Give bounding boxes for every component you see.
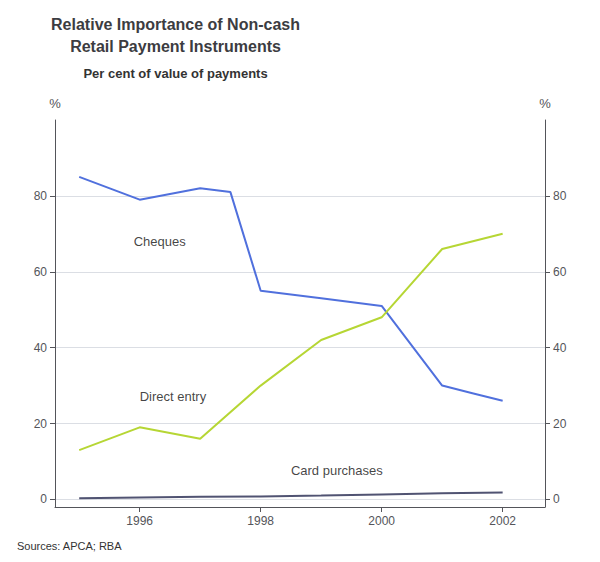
svg-text:0: 0 <box>40 492 47 506</box>
svg-text:Retail Payment Instruments: Retail Payment Instruments <box>70 38 281 55</box>
svg-text:1998: 1998 <box>247 514 274 528</box>
svg-text:%: % <box>539 96 551 111</box>
svg-text:2000: 2000 <box>368 514 395 528</box>
svg-text:40: 40 <box>34 341 48 355</box>
svg-text:Card purchases: Card purchases <box>291 463 383 478</box>
svg-text:Sources: APCA; RBA: Sources: APCA; RBA <box>17 540 122 552</box>
svg-text:40: 40 <box>553 341 567 355</box>
svg-text:Direct entry: Direct entry <box>140 389 207 404</box>
svg-text:60: 60 <box>553 265 567 279</box>
svg-text:60: 60 <box>34 265 48 279</box>
svg-text:1996: 1996 <box>126 514 153 528</box>
svg-text:Cheques: Cheques <box>134 234 187 249</box>
svg-text:80: 80 <box>553 189 567 203</box>
svg-text:20: 20 <box>553 417 567 431</box>
svg-text:80: 80 <box>34 189 48 203</box>
svg-text:Relative Importance of Non-cas: Relative Importance of Non-cash <box>51 16 300 33</box>
svg-text:20: 20 <box>34 417 48 431</box>
svg-text:%: % <box>49 96 61 111</box>
svg-text:0: 0 <box>553 492 560 506</box>
svg-text:Per cent of value of payments: Per cent of value of payments <box>83 66 267 81</box>
svg-text:2002: 2002 <box>489 514 516 528</box>
